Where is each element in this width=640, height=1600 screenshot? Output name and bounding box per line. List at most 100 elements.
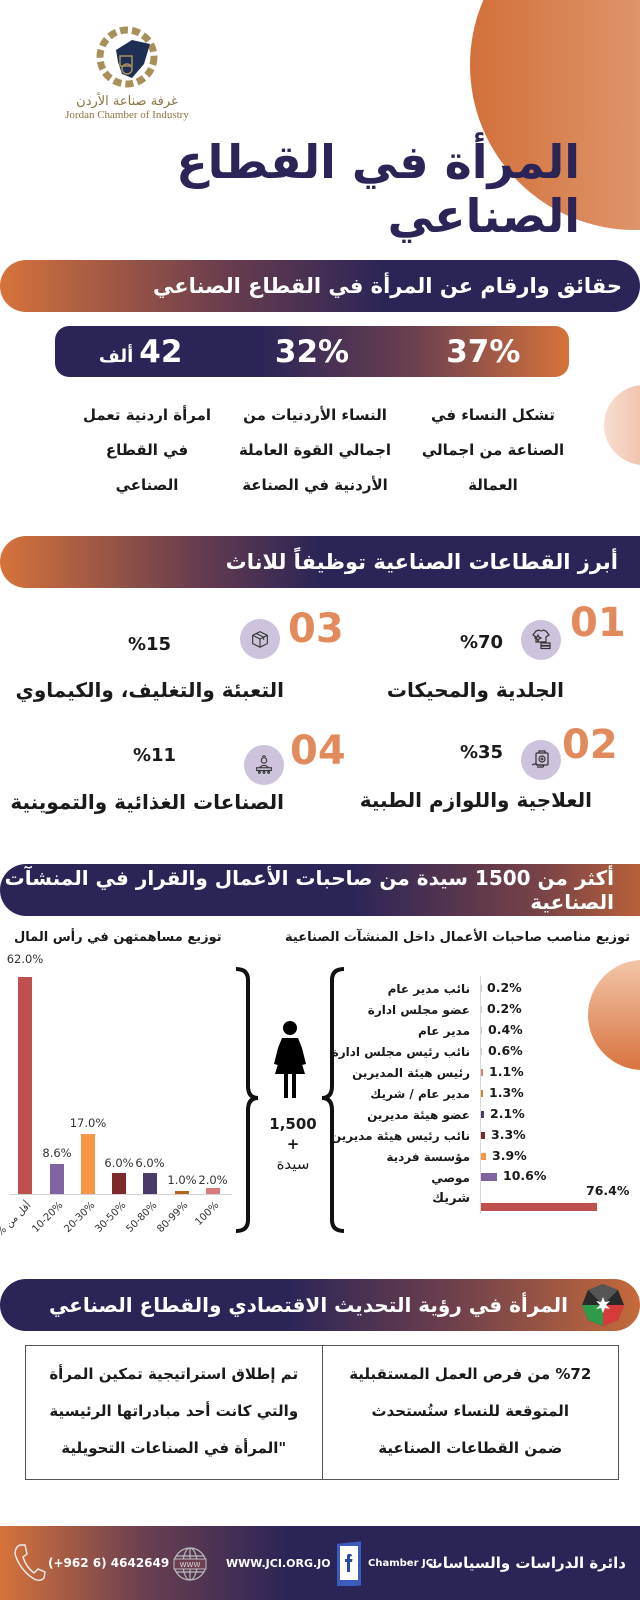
- bar-less-than-10: [18, 977, 32, 1194]
- bar-value-label: 62.0%: [6, 952, 44, 966]
- stat-desc-women-share: تشكل النساء في الصناعة من اجمالي العمالة: [421, 406, 565, 494]
- stats-bar: 37% 32% 42ألف: [55, 326, 569, 377]
- position-value: 0.2%: [487, 1001, 522, 1016]
- vision-cell-jobs: %72 من فرص العمل المستقبلية المتوقعة للن…: [349, 1365, 592, 1457]
- sector-number-04: 04: [290, 728, 346, 774]
- sector-name-04: الصناعات الغذائية والتموينية: [10, 790, 284, 814]
- business-banner-title: أكثر من 1500 سيدة من صاحبات الأعمال والق…: [4, 866, 614, 914]
- bar-50-80: [143, 1173, 157, 1194]
- bar-gm: [481, 1027, 482, 1034]
- capital-share-chart: 62.0% 8.6% 17.0% 6.0% 6.0% 1.0% 2.0%: [7, 952, 232, 1195]
- gear-map-logo-icon: [96, 26, 158, 88]
- x-tick-label: 80-99%: [155, 1200, 191, 1236]
- capital-chart-title: توزيع مساهمتهن في رأس المال: [14, 930, 222, 945]
- position-value: 1.3%: [489, 1085, 524, 1100]
- sector-number-01: 01: [570, 600, 626, 646]
- facebook-link[interactable]: Chamber JCI: [368, 1557, 437, 1569]
- facebook-icon[interactable]: [336, 1540, 362, 1586]
- x-tick-label: 50-80%: [124, 1200, 160, 1236]
- position-value: 76.4%: [586, 1183, 630, 1198]
- phone-icon[interactable]: [12, 1542, 46, 1584]
- sector-name-02: العلاجية واللوازم الطبية: [359, 788, 592, 812]
- bar-10-20: [50, 1164, 64, 1194]
- positions-chart: نائب مدير عام 0.2% عضو مجلس ادارة 0.2% م…: [331, 976, 629, 1218]
- position-label: عضو مجلس ادارة: [367, 1002, 470, 1017]
- bar-deputy-gm: [481, 985, 482, 992]
- x-tick-label: 30-50%: [93, 1200, 129, 1236]
- sector-number-03: 03: [288, 606, 344, 652]
- bar-sole-proprietor: [481, 1153, 486, 1160]
- position-label: شريك: [432, 1191, 470, 1206]
- vision-box: %72 من فرص العمل المستقبلية المتوقعة للن…: [25, 1345, 619, 1480]
- sector-number-02: 02: [562, 722, 618, 768]
- position-label: مدير عام / شريك: [370, 1086, 470, 1101]
- jordan-flag-gem-icon: [582, 1284, 624, 1326]
- position-label: عضو هيئة مديرين: [367, 1107, 470, 1122]
- x-axis-line: [10, 1194, 232, 1195]
- position-label: مدير عام: [417, 1023, 470, 1038]
- capital-chart-x-ticks: أقل من %10 10-20% 20-30% 30-50% 50-80% 8…: [0, 1196, 240, 1248]
- sector-pct-02: %35: [460, 742, 504, 763]
- position-label: رئيس هيئة المديرين: [352, 1065, 470, 1080]
- positions-chart-title: توزيع مناصب صاحبات الأعمال داخل المنشآت …: [285, 930, 630, 945]
- position-value: 0.6%: [488, 1043, 523, 1058]
- bar-value-label: 8.6%: [42, 1146, 72, 1160]
- business-banner: أكثر من 1500 سيدة من صاحبات الأعمال والق…: [0, 864, 640, 916]
- website-link[interactable]: WWW.JCI.ORG.JO: [226, 1556, 331, 1570]
- position-value: 0.2%: [487, 980, 522, 995]
- position-value: 1.1%: [489, 1064, 524, 1079]
- sector-pct-03: %15: [128, 634, 172, 655]
- facts-banner-title: حقائق وارقام عن المرأة في القطاع الصناعي: [153, 274, 622, 298]
- position-value: 0.4%: [488, 1022, 523, 1037]
- footer: دائرة الدراسات والسياسات Chamber JCI WWW…: [0, 1526, 640, 1600]
- logo-english-text: Jordan Chamber of Industry: [65, 109, 189, 121]
- bar-partner: [481, 1203, 597, 1211]
- bar-100: [206, 1188, 220, 1194]
- phone-number[interactable]: (+962 6) 4642649: [48, 1556, 170, 1570]
- woman-icon: [274, 1021, 306, 1098]
- position-label: نائب رئيس هيئة مديرين: [330, 1128, 470, 1143]
- sectors-banner: أبرز القطاعات الصناعية توظيفاً للاناث: [0, 536, 640, 588]
- sector-name-01: الجلدية والمحيكات: [386, 678, 564, 702]
- bar-gm-partner: [481, 1090, 483, 1097]
- position-value: 3.3%: [491, 1127, 526, 1142]
- logo-arabic-text: غرفة صناعة الأردن: [76, 94, 178, 109]
- department-name: دائرة الدراسات والسياسات: [427, 1554, 626, 1572]
- vision-banner-title: المرأة في رؤية التحديث الاقتصادي والقطاع…: [48, 1293, 568, 1317]
- globe-www-icon[interactable]: WWW: [172, 1544, 208, 1584]
- position-label: نائب رئيس مجلس ادارة: [331, 1044, 470, 1059]
- bar-value-label: 1.0%: [167, 1173, 197, 1187]
- stat-women-share: 37%: [446, 333, 521, 370]
- clothing-icon: [521, 620, 561, 660]
- bar-30-50: [112, 1173, 126, 1194]
- stat-women-count: 42ألف: [98, 333, 183, 370]
- facts-banner: حقائق وارقام عن المرأة في القطاع الصناعي: [0, 260, 640, 312]
- stat-jordanian-women: 32%: [274, 333, 350, 370]
- bar-limited-partner: [481, 1173, 497, 1181]
- sector-pct-04: %11: [133, 745, 177, 766]
- bar-80-99: [175, 1191, 189, 1194]
- position-label: نائب مدير عام: [387, 981, 470, 996]
- position-value: 2.1%: [490, 1106, 525, 1121]
- x-tick-label: أقل من %10: [0, 1200, 34, 1248]
- position-label: موصي: [431, 1170, 470, 1185]
- sectors-banner-title: أبرز القطاعات الصناعية توظيفاً للاناث: [225, 550, 618, 574]
- bar-value-label: 6.0%: [104, 1156, 134, 1170]
- x-tick-label: 100%: [193, 1200, 222, 1228]
- x-tick-label: 10-20%: [30, 1200, 66, 1236]
- x-tick-label: 20-30%: [62, 1200, 98, 1236]
- page-title: المرأة في القطاع الصناعي: [176, 135, 580, 243]
- bar-directors-member: [481, 1111, 484, 1118]
- medical-kit-icon: [521, 740, 561, 780]
- bar-value-label: 17.0%: [69, 1116, 107, 1130]
- women-count-badge: 1,500 + سيدة: [269, 1115, 317, 1173]
- bar-value-label: 2.0%: [198, 1173, 228, 1187]
- sector-name-03: التعبئة والتغليف، والكيماوي: [15, 678, 284, 702]
- stat-desc-jordanian-women: النساء الأردنيات من اجمالي القوة العاملة…: [238, 406, 392, 494]
- decorative-circle-mid: [604, 385, 640, 465]
- vision-banner: المرأة في رؤية التحديث الاقتصادي والقطاع…: [0, 1279, 640, 1331]
- stat-desc-women-count: امرأة اردنية تعمل في القطاع الصناعي: [82, 406, 212, 494]
- left-brace-icon: [235, 967, 259, 1233]
- bar-value-label: 6.0%: [135, 1156, 165, 1170]
- bar-20-30: [81, 1134, 95, 1194]
